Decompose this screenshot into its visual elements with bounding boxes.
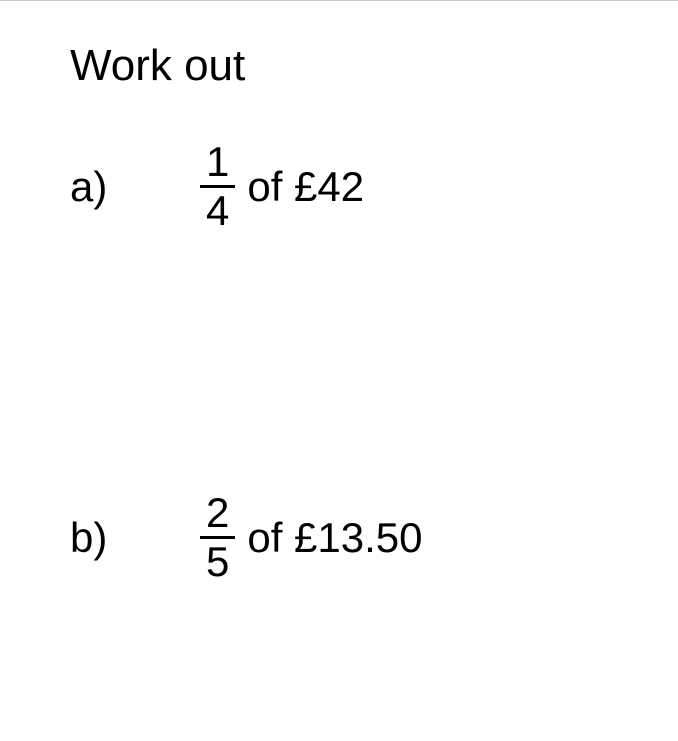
problem-b-text: of £13.50 [247,514,422,562]
problem-b-numerator: 2 [200,492,235,536]
problem-a-fraction: 1 4 [200,141,235,232]
problem-a-text: of £42 [247,163,364,211]
problem-b-fraction: 2 5 [200,492,235,583]
worksheet-heading: Work out [70,41,608,91]
problem-b: b) 2 5 of £13.50 [70,492,608,583]
problem-a-numerator: 1 [200,141,235,185]
problem-a-denominator: 4 [200,185,235,232]
problem-b-label: b) [70,514,200,562]
problem-a-label: a) [70,163,200,211]
problem-a: a) 1 4 of £42 [70,141,608,232]
problem-b-denominator: 5 [200,536,235,583]
